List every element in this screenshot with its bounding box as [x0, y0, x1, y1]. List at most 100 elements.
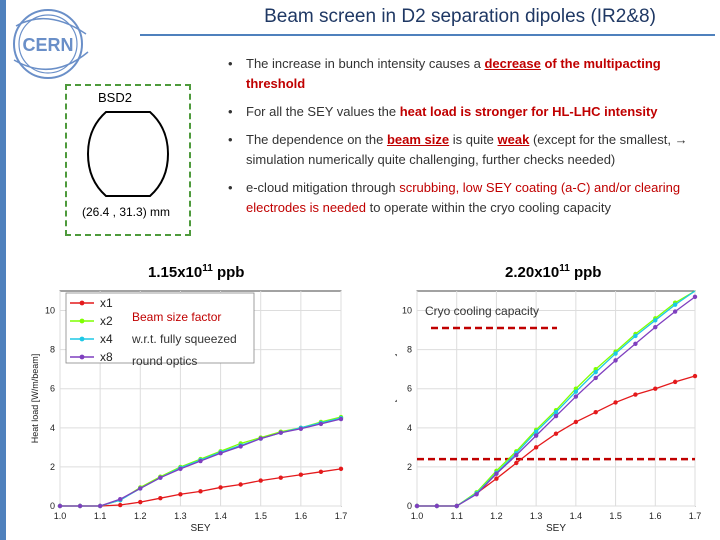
- bullet-text: heat load is stronger for HL-LHC intensi…: [399, 104, 658, 119]
- data-point-x8: [613, 358, 618, 363]
- legend-marker-x1: [79, 300, 85, 306]
- x-tick-label: 1.7: [335, 511, 348, 521]
- data-point-x1: [672, 379, 678, 385]
- legend-entry-x2: x2: [100, 314, 113, 328]
- data-point-x1: [158, 495, 163, 501]
- data-point-x1: [298, 472, 304, 477]
- beam-screen-box: [65, 84, 191, 236]
- x-tick-label: 1.4: [570, 511, 583, 521]
- x-axis-label: SEY: [546, 523, 566, 534]
- beam-screen-label: BSD2: [98, 90, 132, 105]
- slide-title: Beam screen in D2 separation dipoles (IR…: [264, 6, 656, 27]
- data-point-x1: [553, 431, 559, 436]
- x-tick-label: 1.1: [94, 511, 107, 521]
- x-tick-label: 1.3: [174, 511, 187, 521]
- bullet-dot: •: [228, 180, 233, 195]
- data-point-x4: [573, 389, 579, 394]
- x-tick-label: 1.3: [530, 511, 543, 521]
- data-point-x1: [278, 475, 283, 480]
- x-tick-label: 1.0: [54, 511, 67, 521]
- legend-line-1: Beam size factor: [132, 310, 222, 324]
- legend-line-3: round optics: [132, 354, 198, 368]
- data-point-x8: [218, 451, 223, 456]
- legend-entry-x4: x4: [100, 332, 113, 346]
- data-point-x1: [692, 373, 698, 379]
- data-point-x4: [553, 409, 559, 415]
- data-point-x8: [57, 503, 63, 509]
- beam-screen-dimensions: (26.4 , 31.3) mm: [81, 205, 171, 219]
- x-axis-label: SEY: [190, 523, 210, 534]
- data-point-x8: [97, 503, 103, 509]
- x-tick-label: 1.5: [254, 511, 267, 521]
- bullet-text: of the multipacting threshold: [246, 56, 661, 91]
- plot-area: [416, 290, 696, 507]
- legend-marker-x8: [79, 354, 85, 360]
- bullet-text: to operate within the cryo cooling capac…: [365, 200, 611, 215]
- y-tick-label: 10: [45, 306, 55, 316]
- bullet-text: The dependence on the: [246, 132, 387, 147]
- data-point-x1: [338, 466, 344, 472]
- cern-logo: CERN: [13, 9, 89, 79]
- data-point-x8: [474, 492, 479, 497]
- beam-screen-shape: [86, 111, 170, 197]
- data-point-x1: [633, 392, 638, 397]
- data-point-x8: [198, 458, 203, 464]
- bullet-text: (except for the smallest, → simulation n…: [246, 132, 688, 167]
- legend-marker-x2: [79, 318, 85, 324]
- data-point-x1: [533, 445, 539, 450]
- y-tick-label: 6: [50, 384, 55, 394]
- data-point-x8: [238, 444, 243, 449]
- bullet-item: • The dependence on the beam size is quit…: [228, 130, 703, 170]
- data-point-x8: [454, 503, 459, 509]
- data-point-x8: [158, 475, 163, 480]
- bullet-item: • e-cloud mitigation through scrubbing, l…: [228, 178, 703, 218]
- data-point-x8: [514, 452, 519, 458]
- data-point-x8: [338, 416, 344, 422]
- y-tick-label: 0: [407, 501, 412, 511]
- data-point-x4: [653, 318, 658, 323]
- data-point-x1: [514, 460, 519, 466]
- x-tick-label: 1.6: [649, 511, 662, 521]
- y-tick-label: 6: [407, 384, 412, 394]
- data-point-x1: [318, 469, 324, 474]
- data-point-x8: [138, 486, 143, 491]
- x-tick-label: 1.5: [609, 511, 622, 521]
- data-point-x8: [692, 294, 698, 300]
- data-point-x8: [672, 309, 678, 314]
- title-underline: [140, 34, 715, 36]
- data-point-x8: [573, 394, 579, 399]
- y-axis-label: Heat load [W/m/beam]: [395, 354, 397, 444]
- x-tick-label: 1.6: [295, 511, 308, 521]
- logo-text: CERN: [22, 35, 73, 55]
- bullet-text: For all the SEY values the: [246, 104, 400, 119]
- data-point-x1: [494, 476, 499, 481]
- cryo-capacity-label: Cryo cooling capacity: [425, 304, 540, 318]
- x-tick-label: 1.0: [411, 511, 424, 521]
- bullet-item: • The increase in bunch intensity causes …: [228, 54, 703, 94]
- legend-marker-x4: [79, 336, 85, 342]
- data-point-x8: [77, 503, 83, 509]
- data-point-x8: [414, 503, 420, 509]
- data-point-x8: [434, 503, 440, 509]
- legend-line-2: w.r.t. fully squeezed: [132, 332, 237, 346]
- data-point-x1: [573, 419, 579, 425]
- data-point-x8: [118, 496, 123, 502]
- x-tick-label: 1.2: [490, 511, 503, 521]
- data-point-x1: [178, 492, 183, 497]
- data-point-x1: [613, 400, 618, 405]
- data-point-x8: [298, 426, 304, 431]
- bullet-text: weak: [497, 132, 530, 147]
- bullet-text: e-cloud mitigation through: [246, 180, 400, 195]
- legend-entry-x8: x8: [100, 350, 113, 364]
- x-tick-label: 1.2: [134, 511, 147, 521]
- data-point-x4: [672, 302, 678, 307]
- y-tick-label: 0: [50, 501, 55, 511]
- data-point-x1: [138, 499, 143, 505]
- legend-entry-x1: x1: [100, 296, 113, 310]
- legend-box: [65, 292, 255, 364]
- data-point-x8: [494, 471, 499, 476]
- data-point-x8: [278, 430, 283, 435]
- x-tick-label: 1.7: [689, 511, 702, 521]
- bullet-text: decrease: [484, 56, 541, 71]
- y-tick-label: 2: [50, 462, 55, 472]
